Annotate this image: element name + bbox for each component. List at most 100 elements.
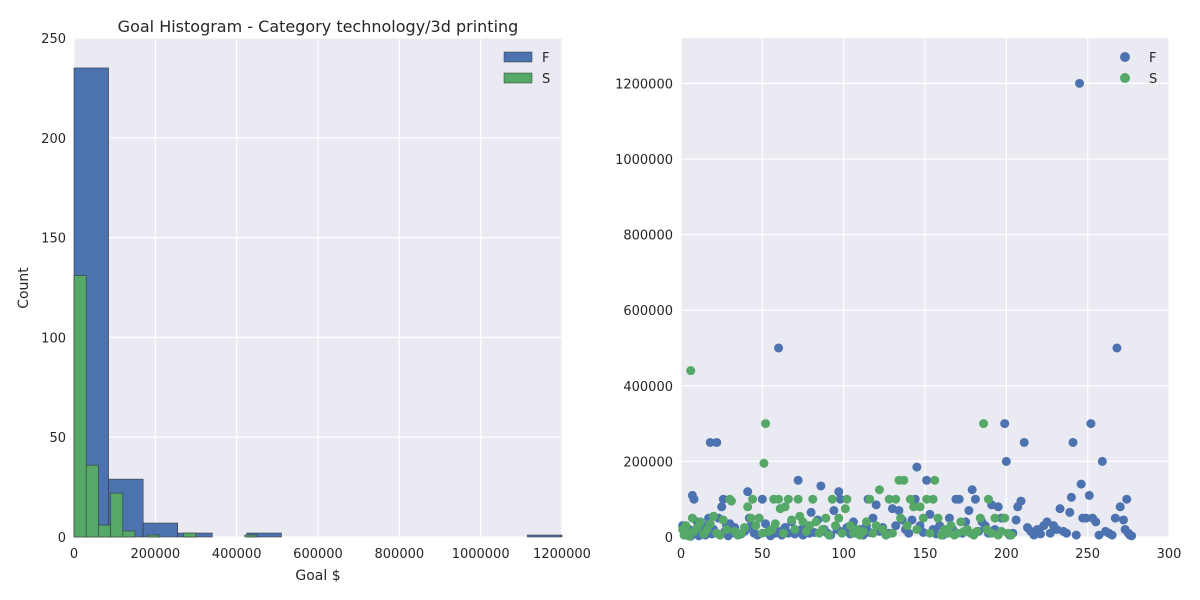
scatter-point-f: [1065, 507, 1075, 517]
scatter-point-f: [1076, 479, 1086, 489]
scatter-point-f: [1112, 343, 1122, 353]
scatter-point-f: [904, 528, 914, 538]
scatter-point-f: [816, 481, 826, 491]
scatter-point-s: [874, 485, 884, 495]
scatter-point-f: [891, 521, 901, 531]
scatter-x-ticks: 0 50 100 150 200 250 300: [677, 547, 1182, 562]
scatter-point-f: [1042, 517, 1052, 527]
scatter-point-s: [922, 494, 932, 504]
histogram-bar-s: [98, 524, 111, 538]
scatter-point-s: [865, 494, 875, 504]
scatter-point-f: [705, 437, 715, 447]
scatter-point-f: [1097, 456, 1107, 466]
scatter-point-f: [922, 475, 932, 485]
scatter-point-s: [696, 517, 706, 527]
legend-label-s: S: [542, 72, 550, 87]
scatter-point-s: [990, 513, 1000, 523]
scatter-point-s: [705, 519, 715, 529]
scatter-point-f: [1091, 517, 1101, 527]
scatter-point-f: [793, 475, 803, 485]
scatter-point-s: [861, 517, 871, 527]
histogram-y-tick-label: 250: [41, 32, 66, 47]
scatter-point-s: [834, 513, 844, 523]
scatter-point-s: [715, 530, 725, 540]
legend-label-s: S: [1149, 72, 1157, 87]
scatter-legend: F S: [1120, 51, 1157, 87]
legend-marker-s: [1120, 73, 1130, 83]
scatter-point-s: [930, 475, 940, 485]
scatter-point-s: [902, 521, 912, 531]
scatter-x-tick-label: 0: [677, 547, 685, 562]
scatter-point-s: [840, 504, 850, 514]
histogram-x-tick-label: 1200000: [533, 547, 591, 562]
scatter-point-s: [811, 517, 821, 527]
scatter-point-s: [751, 521, 761, 531]
scatter-point-s: [739, 523, 749, 533]
scatter-point-s: [778, 528, 788, 538]
scatter-point-s: [718, 515, 728, 525]
legend-label-f: F: [542, 51, 549, 66]
scatter-point-s: [979, 419, 989, 429]
scatter-point-s: [754, 513, 764, 523]
scatter-point-s: [824, 530, 834, 540]
scatter-point-f: [829, 506, 839, 516]
scatter-point-f: [689, 494, 699, 504]
histogram-x-tick-label: 0: [70, 547, 78, 562]
scatter-point-f: [1107, 530, 1117, 540]
scatter-point-s: [722, 524, 732, 534]
histogram-bar-s: [110, 492, 124, 538]
histogram-x-tick-label: 200000: [131, 547, 181, 562]
scatter-point-s: [1006, 530, 1016, 540]
scatter-point-f: [871, 500, 881, 510]
scatter-point-s: [827, 494, 837, 504]
scatter-point-f: [912, 462, 922, 472]
scatter-y-tick-label: 400000: [623, 380, 673, 395]
histogram-y-tick-label: 200: [41, 132, 66, 147]
scatter-point-f: [834, 487, 844, 497]
scatter-point-s: [748, 494, 758, 504]
scatter-point-f: [1068, 437, 1078, 447]
scatter-point-s: [925, 528, 935, 538]
scatter-point-s: [790, 524, 800, 534]
scatter-point-f: [1016, 496, 1026, 506]
scatter-point-s: [884, 494, 894, 504]
scatter-point-s: [909, 502, 919, 512]
scatter-y-tick-label: 800000: [623, 229, 673, 244]
scatter-point-s: [681, 521, 691, 531]
scatter-point-f: [1001, 456, 1011, 466]
scatter-point-f: [1062, 528, 1072, 538]
scatter-point-f: [743, 487, 753, 497]
scatter-point-f: [806, 507, 816, 517]
histogram-legend: F S: [503, 51, 550, 87]
histogram-x-axis-label: Goal $: [295, 568, 340, 584]
histogram-x-tick-label: 400000: [212, 547, 262, 562]
histogram-bar-s: [244, 534, 258, 538]
scatter-point-s: [845, 521, 855, 531]
scatter-x-tick-label: 200: [994, 547, 1019, 562]
scatter-point-s: [746, 513, 756, 523]
histogram-y-tick-label: 50: [49, 431, 66, 446]
scatter-point-f: [761, 519, 771, 529]
scatter-point-f: [868, 513, 878, 523]
histogram-bar-s: [85, 464, 99, 538]
scatter-point-f: [1081, 513, 1091, 523]
histogram-bars: [73, 67, 563, 538]
histogram-y-tick-label: 0: [58, 531, 66, 546]
scatter-point-s: [805, 521, 815, 531]
legend-marker-f: [1120, 52, 1130, 62]
histogram-bar-s: [183, 532, 197, 538]
scatter-point-s: [956, 517, 966, 527]
histogram-x-tick-label: 800000: [375, 547, 425, 562]
scatter-point-s: [1000, 513, 1010, 523]
scatter-point-s: [871, 521, 881, 531]
scatter-point-s: [972, 526, 982, 536]
scatter-point-s: [933, 513, 943, 523]
scatter-y-ticks: 0 200000 400000 600000 800000 1000000 1200000: [615, 77, 673, 546]
scatter-point-s: [709, 511, 719, 521]
scatter-point-s: [915, 502, 925, 512]
scatter-point-s: [821, 513, 831, 523]
scatter-point-s: [887, 528, 897, 538]
legend-label-f: F: [1149, 51, 1156, 66]
scatter-x-tick-label: 150: [913, 547, 938, 562]
